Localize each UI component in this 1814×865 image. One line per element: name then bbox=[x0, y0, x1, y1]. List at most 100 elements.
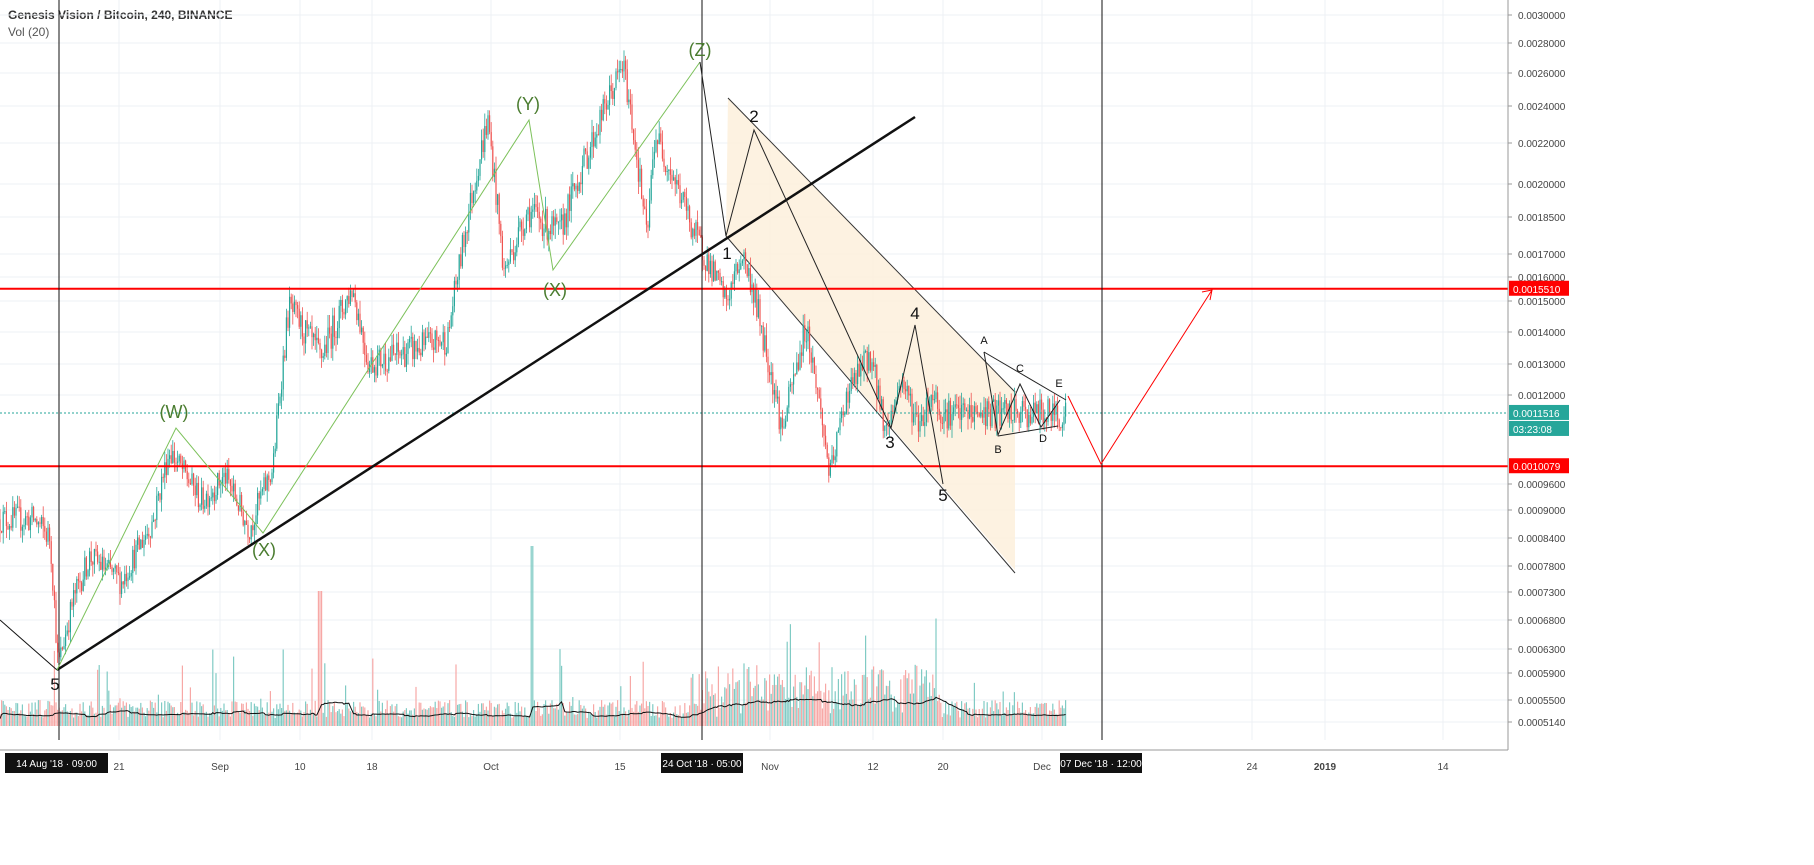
candle-body bbox=[559, 220, 561, 222]
candle-body bbox=[748, 268, 750, 277]
volume-bar bbox=[100, 716, 102, 726]
volume-bar bbox=[349, 711, 351, 726]
candle-body bbox=[397, 342, 399, 352]
volume-bar bbox=[945, 701, 947, 726]
volume-bar bbox=[241, 703, 243, 726]
candle-body bbox=[973, 406, 975, 422]
volume-bar bbox=[732, 668, 734, 726]
volume-bar bbox=[956, 701, 958, 726]
candle-body bbox=[1018, 413, 1020, 423]
volume-bar bbox=[290, 713, 292, 726]
candle-body bbox=[1028, 414, 1030, 428]
candle-body bbox=[551, 216, 553, 235]
volume-bar bbox=[977, 717, 979, 726]
volume-bar bbox=[409, 710, 411, 726]
candle-body bbox=[519, 221, 521, 228]
volume-bar bbox=[972, 708, 974, 726]
candle-body bbox=[265, 477, 267, 491]
candle-body bbox=[68, 630, 70, 633]
volume-bar bbox=[889, 680, 891, 726]
candle-body bbox=[426, 336, 428, 338]
candle-body bbox=[949, 400, 951, 426]
volume-bar bbox=[954, 703, 956, 726]
candlesticks[interactable] bbox=[0, 50, 1067, 663]
wave-label-13: C bbox=[1016, 363, 1024, 375]
volume-bar bbox=[217, 708, 219, 726]
volume-bar bbox=[775, 684, 777, 726]
volume-bar bbox=[445, 714, 447, 726]
candle-body bbox=[1, 530, 3, 533]
time-axis[interactable]: 21 Sep 10 18 Oct 15 Nov 12 20 Dec 24 2019 14 14 Aug '… bbox=[0, 749, 1508, 773]
upper-level-badge-bg bbox=[1509, 280, 1569, 296]
volume-bar bbox=[885, 685, 887, 726]
volume-bar bbox=[509, 713, 511, 726]
candle-body bbox=[967, 409, 969, 419]
volume-bar bbox=[935, 618, 937, 726]
volume-bar bbox=[983, 701, 985, 726]
candle-body bbox=[60, 647, 62, 658]
volume-bar bbox=[1063, 708, 1065, 726]
volume-bar bbox=[644, 708, 646, 726]
volume-bar bbox=[322, 712, 324, 726]
candle-body bbox=[389, 357, 391, 361]
volume-bar bbox=[1, 700, 3, 726]
candle-body bbox=[927, 397, 929, 412]
candle-body bbox=[709, 260, 711, 275]
candle-body bbox=[879, 385, 881, 410]
volume-bar bbox=[183, 712, 185, 726]
wxyxz-wave-path bbox=[56, 61, 701, 671]
horizontal-levels[interactable] bbox=[0, 287, 1508, 468]
candle-body bbox=[1034, 402, 1036, 413]
candle-body bbox=[100, 561, 102, 570]
candle-body bbox=[641, 168, 643, 199]
price-axis[interactable]: 0.0030000 0.0028000 0.0026000 0.0024000 0.00… bbox=[1507, 0, 1814, 865]
volume-bar bbox=[605, 714, 607, 726]
volume-bar bbox=[828, 690, 830, 726]
candle-body bbox=[449, 326, 451, 328]
candle-body bbox=[127, 577, 129, 582]
wave-annotations[interactable]: (W) (X) (Y) (X) (Z) 1 2 3 4 5 5 A B C D E bbox=[0, 0, 1213, 740]
volume-bar bbox=[1047, 715, 1049, 726]
volume-bar bbox=[487, 710, 489, 726]
candle-body bbox=[676, 180, 678, 185]
volume-bar bbox=[1025, 710, 1027, 726]
candle-body bbox=[204, 505, 206, 509]
volume-bar bbox=[396, 703, 398, 726]
candle-body bbox=[561, 214, 563, 221]
volume-bar bbox=[610, 703, 612, 726]
candle-body bbox=[805, 341, 807, 343]
volume-bar bbox=[49, 701, 51, 726]
volume-bar bbox=[556, 703, 558, 726]
volume-bar bbox=[829, 713, 831, 726]
volume-bar bbox=[282, 649, 284, 726]
candle-body bbox=[607, 104, 609, 110]
time-marker-bg-2 bbox=[1060, 753, 1142, 773]
price-tick-label: 0.0030000 bbox=[1518, 11, 1566, 22]
candle-body bbox=[439, 340, 441, 346]
volume-bar bbox=[514, 701, 516, 726]
volume-bar bbox=[791, 706, 793, 726]
volume-bar bbox=[639, 705, 641, 726]
volume-bar bbox=[813, 676, 815, 726]
candle-body bbox=[583, 148, 585, 167]
candle-body bbox=[905, 389, 907, 392]
volume-bar bbox=[508, 706, 510, 726]
countdown-badge: 03:23:08 bbox=[1513, 425, 1552, 436]
volume-bar bbox=[260, 698, 262, 726]
candle-body bbox=[978, 412, 980, 417]
time-marker-bg-1 bbox=[661, 753, 743, 773]
candle-body bbox=[1021, 401, 1023, 412]
candle-body bbox=[884, 425, 886, 431]
candle-body bbox=[141, 539, 143, 548]
candle-body bbox=[178, 455, 180, 462]
candle-body bbox=[479, 159, 481, 176]
candle-body bbox=[845, 391, 847, 414]
candle-body bbox=[977, 411, 979, 413]
candle-body bbox=[420, 352, 422, 356]
volume-bar bbox=[469, 714, 471, 726]
candle-body bbox=[865, 350, 867, 352]
candle-body bbox=[570, 186, 572, 211]
candle-body bbox=[485, 126, 487, 135]
candle-body bbox=[661, 141, 663, 159]
